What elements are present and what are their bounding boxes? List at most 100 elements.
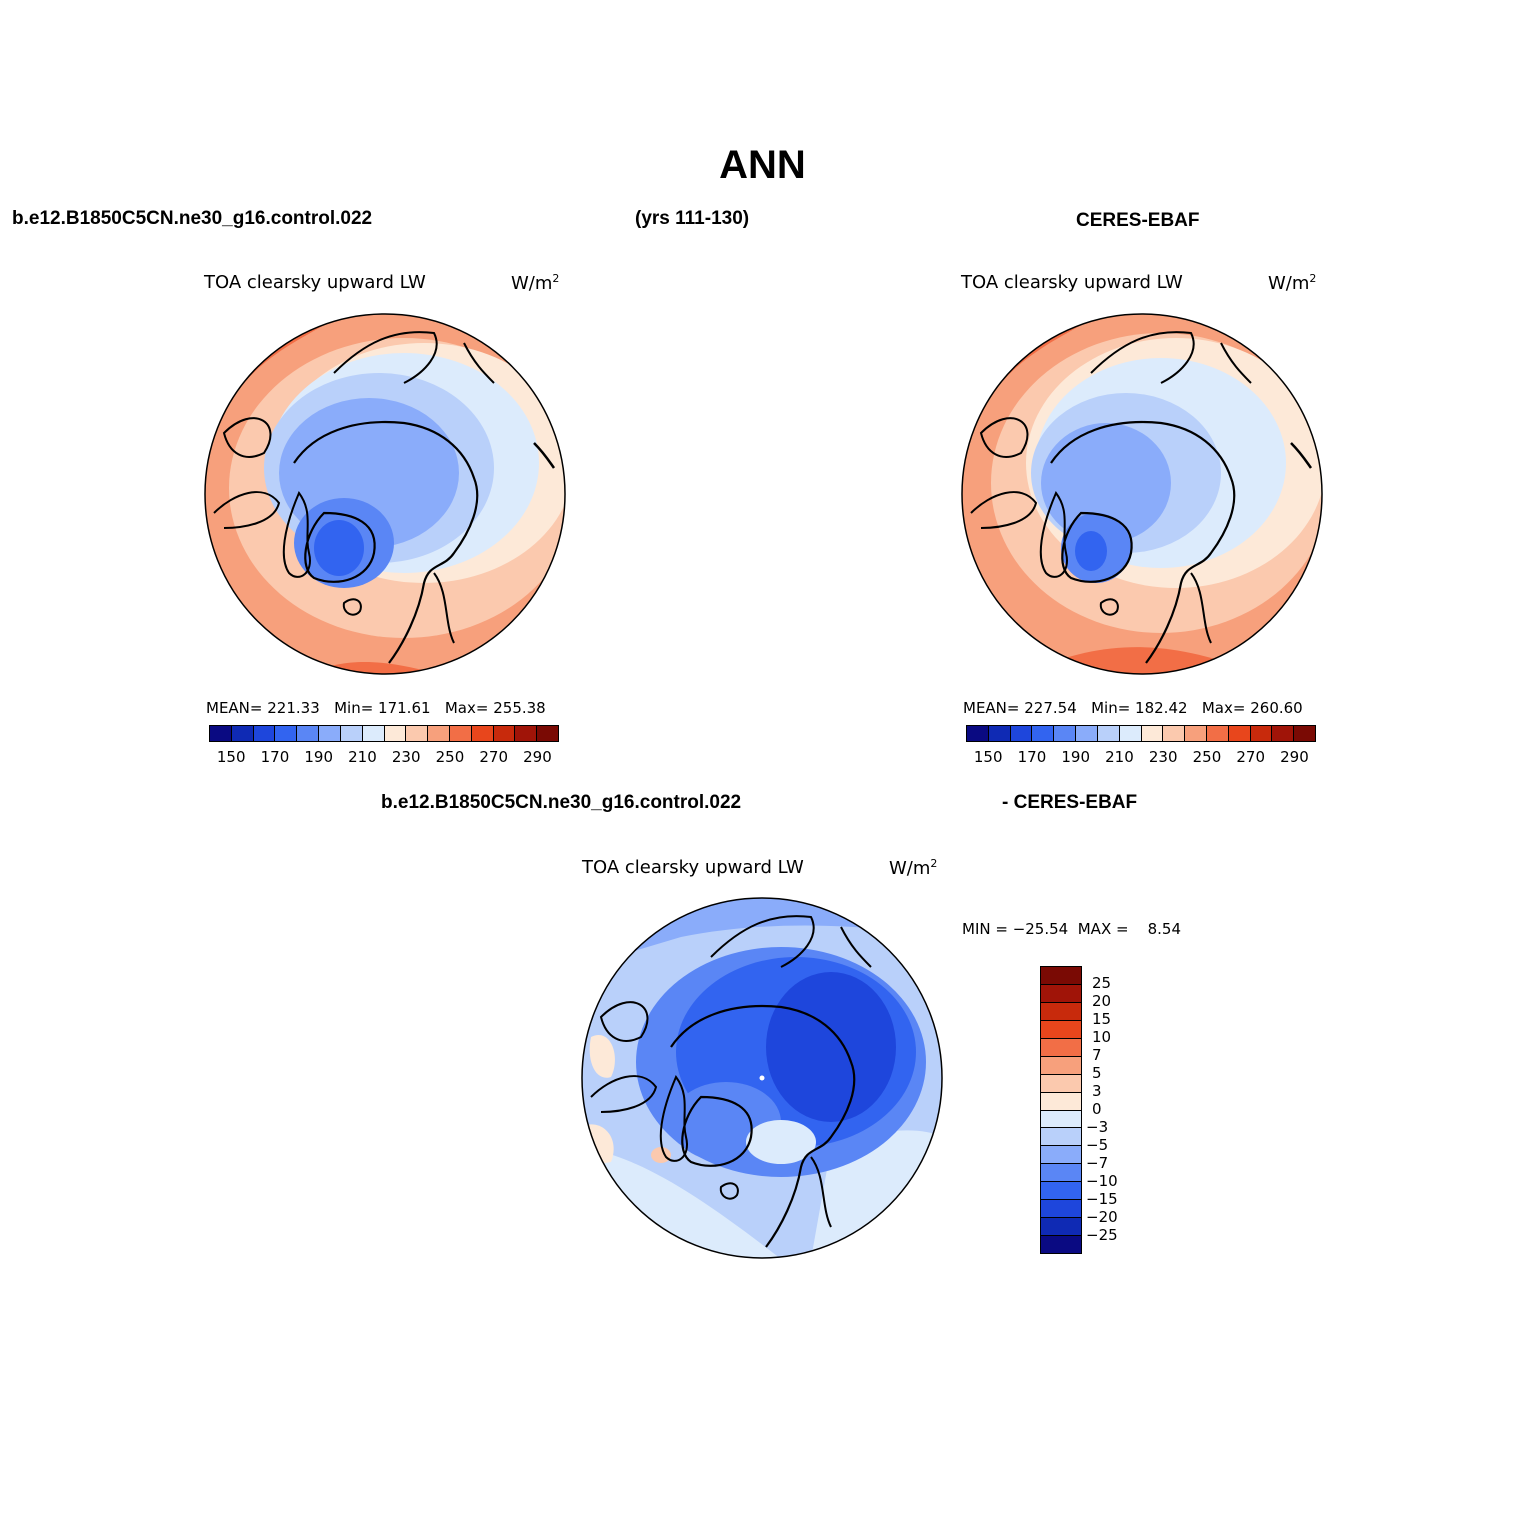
colorbar-swatch xyxy=(1294,726,1315,741)
colorbar-swatch xyxy=(1206,726,1229,741)
colorbar-swatch xyxy=(384,726,407,741)
colorbar-swatch xyxy=(1041,1038,1081,1057)
case-name-label: b.e12.B1850C5CN.ne30_g16.control.022 xyxy=(12,208,373,229)
colorbar-tick-label: −20 xyxy=(1086,1208,1118,1226)
colorbar-tick-label: 190 xyxy=(304,748,334,766)
colorbar-swatch xyxy=(1076,726,1098,741)
colorbar-tick-label: 290 xyxy=(523,748,552,766)
colorbar-swatch xyxy=(1041,1002,1081,1021)
panel2-units: W/m2 xyxy=(1268,272,1317,294)
years-label: (yrs 111-130) xyxy=(635,208,750,229)
colorbar-tick-label: 0 xyxy=(1092,1100,1102,1118)
colorbar-swatch xyxy=(471,726,494,741)
colorbar-swatch xyxy=(967,726,989,741)
colorbar-swatch xyxy=(1272,726,1295,741)
colorbar-swatch xyxy=(1119,726,1142,741)
colorbar-swatch xyxy=(1041,1056,1081,1075)
panel1-stats: MEAN= 221.33 Min= 171.61 Max= 255.38 xyxy=(206,699,546,717)
colorbar-swatch xyxy=(297,726,320,741)
colorbar-swatch xyxy=(210,726,232,741)
panel2-stats: MEAN= 227.54 Min= 182.42 Max= 260.60 xyxy=(963,699,1303,717)
colorbar-tick-label: 210 xyxy=(348,748,377,766)
colorbar-swatch xyxy=(406,726,429,741)
colorbar-tick-label: −10 xyxy=(1086,1172,1118,1190)
colorbar-swatch xyxy=(428,726,450,741)
panel1-variable-title: TOA clearsky upward LW xyxy=(204,272,426,293)
colorbar-tick-label: 170 xyxy=(260,748,290,766)
colorbar-swatch xyxy=(1032,726,1055,741)
colorbar-swatch xyxy=(319,726,341,741)
colorbar-swatch xyxy=(1054,726,1077,741)
colorbar-swatch xyxy=(1041,1020,1081,1039)
diff-obs-label: - CERES-EBAF xyxy=(1002,792,1138,813)
colorbar-swatch xyxy=(340,726,363,741)
colorbar-swatch xyxy=(1097,726,1120,741)
colorbar-swatch xyxy=(1041,1164,1081,1183)
colorbar-swatch xyxy=(1041,1074,1081,1093)
difference-colorbar xyxy=(1040,966,1082,1254)
colorbar-tick-label: 10 xyxy=(1092,1028,1112,1046)
colorbar-swatch xyxy=(1163,726,1186,741)
colorbar-swatch xyxy=(1041,1110,1081,1129)
panel1-units: W/m2 xyxy=(511,272,560,294)
model-polar-map xyxy=(204,313,566,675)
colorbar-swatch xyxy=(1228,726,1251,741)
panel1-colorbar xyxy=(209,725,559,742)
panel2-colorbar xyxy=(966,725,1316,742)
panel3-minmax: MIN = −25.54 MAX = 8.54 xyxy=(962,920,1182,938)
colorbar-swatch xyxy=(1041,1128,1081,1147)
colorbar-swatch xyxy=(1041,1146,1081,1165)
diff-case-label: b.e12.B1850C5CN.ne30_g16.control.022 xyxy=(381,792,742,813)
colorbar-tick-label: −5 xyxy=(1086,1136,1109,1154)
colorbar-tick-label: 3 xyxy=(1092,1082,1102,1100)
colorbar-tick-label: 150 xyxy=(973,748,1003,766)
colorbar-swatch xyxy=(449,726,472,741)
colorbar-swatch xyxy=(1041,967,1081,985)
colorbar-tick-label: 170 xyxy=(1017,748,1047,766)
colorbar-tick-label: −25 xyxy=(1086,1226,1118,1244)
obs-polar-map xyxy=(961,313,1323,675)
colorbar-tick-label: −15 xyxy=(1086,1190,1118,1208)
colorbar-swatch xyxy=(515,726,538,741)
difference-polar-map xyxy=(581,897,943,1259)
colorbar-tick-label: 270 xyxy=(479,748,509,766)
colorbar-swatch xyxy=(275,726,298,741)
colorbar-tick-label: 230 xyxy=(1148,748,1178,766)
colorbar-tick-label: 190 xyxy=(1061,748,1091,766)
colorbar-tick-label: −7 xyxy=(1086,1154,1109,1172)
colorbar-tick-label: 20 xyxy=(1092,992,1112,1010)
page-title: ANN xyxy=(719,143,806,187)
panel3-units: W/m2 xyxy=(889,857,938,879)
colorbar-swatch xyxy=(1250,726,1273,741)
colorbar-tick-label: 25 xyxy=(1092,974,1112,992)
colorbar-tick-label: 7 xyxy=(1092,1046,1102,1064)
colorbar-tick-label: 230 xyxy=(391,748,421,766)
colorbar-swatch xyxy=(1041,1236,1081,1253)
colorbar-swatch xyxy=(253,726,276,741)
colorbar-swatch xyxy=(1041,1218,1081,1237)
panel2-variable-title: TOA clearsky upward LW xyxy=(961,272,1183,293)
colorbar-tick-label: 15 xyxy=(1092,1010,1112,1028)
colorbar-swatch xyxy=(1010,726,1033,741)
colorbar-swatch xyxy=(1041,1092,1081,1111)
colorbar-tick-label: 270 xyxy=(1236,748,1266,766)
colorbar-tick-label: 5 xyxy=(1092,1064,1102,1082)
colorbar-tick-label: 290 xyxy=(1280,748,1309,766)
colorbar-swatch xyxy=(1041,1200,1081,1219)
colorbar-tick-label: −3 xyxy=(1086,1118,1109,1136)
colorbar-tick-label: 150 xyxy=(216,748,246,766)
panel3-variable-title: TOA clearsky upward LW xyxy=(582,857,804,878)
colorbar-swatch xyxy=(1041,1182,1081,1201)
colorbar-swatch xyxy=(988,726,1011,741)
colorbar-tick-label: 250 xyxy=(435,748,465,766)
colorbar-swatch xyxy=(1185,726,1207,741)
colorbar-tick-label: 250 xyxy=(1192,748,1222,766)
obs-name-label: CERES-EBAF xyxy=(1076,210,1200,231)
colorbar-tick-label: 210 xyxy=(1105,748,1134,766)
colorbar-swatch xyxy=(1141,726,1164,741)
colorbar-swatch xyxy=(537,726,558,741)
colorbar-swatch xyxy=(231,726,254,741)
colorbar-swatch xyxy=(362,726,385,741)
colorbar-swatch xyxy=(493,726,516,741)
colorbar-swatch xyxy=(1041,984,1081,1003)
